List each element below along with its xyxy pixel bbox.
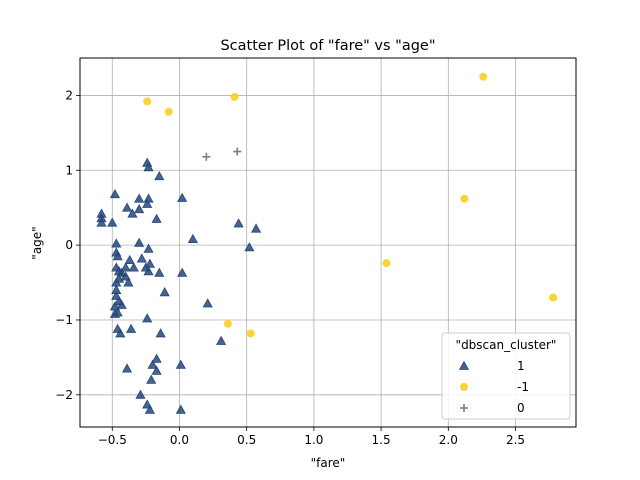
plot-frame <box>79 57 577 428</box>
data-point-triangle <box>147 359 158 369</box>
legend-marker-circle <box>460 383 468 391</box>
data-point-plus <box>233 147 242 156</box>
data-point-triangle <box>142 313 153 323</box>
data-point-triangle <box>112 251 123 261</box>
data-point-circle <box>143 97 152 106</box>
y-tick-label: −1 <box>55 313 73 327</box>
x-tick-label: 1.0 <box>304 433 323 447</box>
y-tick-label: 1 <box>65 163 73 177</box>
x-tick-label: −0.5 <box>98 433 127 447</box>
legend-entries: 1 -1 0 <box>458 359 529 415</box>
data-point-triangle <box>127 208 138 218</box>
data-point-triangle <box>244 242 255 252</box>
data-point-triangle <box>144 258 155 268</box>
data-point-triangle <box>143 162 154 172</box>
y-tick-label: 0 <box>65 238 73 252</box>
data-point-triangle <box>175 404 186 414</box>
chart-title: Scatter Plot of "fare" vs "age" <box>220 38 435 54</box>
data-point-triangle <box>155 328 166 338</box>
data-point-triangle <box>142 198 153 208</box>
data-point-triangle <box>109 188 121 199</box>
y-axis-label: "age" <box>30 226 44 259</box>
data-point-triangle <box>216 335 227 345</box>
data-point-triangle <box>115 328 126 338</box>
data-point-triangle <box>123 277 134 287</box>
data-point-triangle <box>159 287 170 297</box>
legend-label: 1 <box>517 359 525 373</box>
data-point-triangle <box>111 238 122 248</box>
data-point-triangle <box>187 233 198 244</box>
data-point-triangle <box>121 363 133 373</box>
x-tick-label: 2.0 <box>439 433 458 447</box>
data-point-triangle <box>136 253 147 263</box>
data-point-triangle <box>135 389 146 399</box>
x-tick-label: 0.5 <box>237 433 256 447</box>
data-point-triangle <box>154 267 165 277</box>
data-point-triangle <box>202 298 213 308</box>
data-point-triangle <box>154 171 165 181</box>
data-point-triangle <box>233 218 244 228</box>
legend-title: "dbscan_cluster" <box>456 338 557 352</box>
data-point-triangle <box>121 202 133 212</box>
data-point-triangle <box>134 237 145 247</box>
data-point-triangle <box>151 353 162 363</box>
data-point-triangle <box>128 262 139 272</box>
data-point-triangle <box>151 213 162 223</box>
data-point-triangle <box>120 262 131 272</box>
data-point-triangle <box>134 203 145 214</box>
data-point-triangle <box>124 254 135 265</box>
legend-box <box>441 332 571 420</box>
data-point-triangle <box>116 267 127 277</box>
data-point-circle <box>460 194 469 203</box>
data-point-triangle <box>143 193 154 203</box>
data-point-plus <box>202 152 211 161</box>
data-point-triangle <box>175 359 186 369</box>
data-point-triangle <box>107 217 118 227</box>
data-point-triangle <box>109 308 121 318</box>
data-point-triangle <box>120 271 131 281</box>
data-point-circle <box>246 329 255 338</box>
legend: "dbscan_cluster" 1 -1 0 <box>441 332 571 420</box>
y-tick-label: 2 <box>65 88 73 102</box>
grid-lines <box>80 58 576 427</box>
data-point-circle <box>230 92 239 101</box>
data-point-circle <box>549 293 558 302</box>
data-point-triangle <box>177 192 188 202</box>
data-point-circle <box>164 107 173 116</box>
data-point-circle <box>479 72 488 81</box>
data-point-triangle <box>146 374 157 384</box>
y-tick-label: −2 <box>55 388 73 402</box>
data-point-triangle <box>116 299 127 309</box>
x-axis-label: "fare" <box>311 456 346 470</box>
axis-ticks: −0.5 0.0 0.5 1.0 1.5 2.0 2.5 −2 −1 0 1 2 <box>55 88 525 447</box>
data-point-triangle <box>251 223 262 233</box>
legend-label: -1 <box>517 380 529 394</box>
x-tick-label: 2.5 <box>506 433 525 447</box>
data-point-triangle <box>134 193 145 203</box>
data-point-triangle <box>177 267 188 277</box>
legend-marker-triangle <box>458 360 470 370</box>
data-point-triangle <box>143 243 154 253</box>
data-point-triangle <box>96 217 107 227</box>
data-point-circle <box>223 319 232 328</box>
legend-marker-plus <box>460 404 468 412</box>
data-point-triangle <box>151 365 162 375</box>
data-point-circle <box>382 259 391 268</box>
x-tick-label: 0.0 <box>170 433 189 447</box>
data-points <box>96 72 558 414</box>
data-point-triangle <box>125 323 137 333</box>
data-point-triangle <box>144 404 155 414</box>
data-point-triangle <box>143 266 154 276</box>
legend-label: 0 <box>517 401 525 415</box>
x-tick-label: 1.5 <box>372 433 391 447</box>
